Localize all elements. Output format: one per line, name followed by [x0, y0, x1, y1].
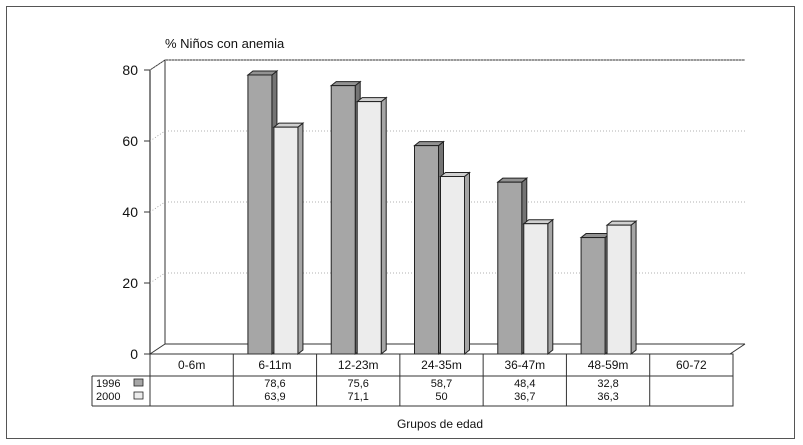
x-axis-label: Grupos de edad: [397, 417, 483, 431]
y-tick-label: 60: [122, 133, 138, 149]
data-label-2000: 50: [435, 391, 447, 403]
bar-top-2000: [439, 172, 471, 177]
bar-side-2000: [630, 220, 637, 356]
bar-top-2000: [355, 97, 388, 103]
grid-line-side: [149, 201, 166, 213]
x-tick-label: 0-6m: [178, 358, 205, 372]
x-tick-label: 60-72: [676, 358, 707, 372]
data-label-2000: 36,3: [597, 391, 618, 403]
data-label-2000: 63,9: [264, 391, 285, 403]
bars: [246, 69, 638, 356]
legend-swatch-1996: [133, 378, 144, 387]
bar-1996-36-47m: [497, 181, 523, 355]
data-label-1996: 58,7: [431, 378, 452, 390]
bar-top-2000: [272, 122, 305, 128]
x-tick-label: 12-23m: [338, 358, 379, 372]
bar-2000-36-47m: [523, 223, 549, 355]
bar-2000-48-59m: [606, 224, 632, 355]
grid-line-side: [149, 130, 166, 142]
y-tick-label: 0: [130, 346, 138, 362]
chart-frame: [6, 6, 795, 439]
bar-1996-48-59m: [580, 237, 606, 355]
bar-top-2000: [522, 219, 555, 225]
x-tick-label: 36-47m: [504, 358, 545, 372]
grid-line-side: [149, 59, 166, 71]
grid-line-side: [149, 272, 166, 284]
data-table: 0-6m 6-11m 12-23m 24-35m 36-47m 48-59m 60-72 19…: [91, 353, 734, 407]
legend-swatch-2000: [133, 391, 144, 400]
y-axis-label: % Niños con anemia: [165, 36, 285, 51]
bar-side-2000: [464, 171, 470, 356]
bar-top-1996: [246, 70, 279, 76]
bar-side-2000: [297, 122, 304, 356]
data-label-2000: 36,7: [514, 391, 535, 403]
bar-side-2000: [380, 96, 387, 356]
floor-right-edge: [729, 343, 746, 355]
x-tick-label: 24-35m: [421, 358, 462, 372]
legend-label-2000: 2000: [96, 391, 120, 403]
bar-1996-6-11m: [247, 74, 273, 355]
y-tick-label: 80: [122, 62, 138, 78]
bar-top-2000: [605, 220, 638, 226]
data-label-1996: 32,8: [597, 378, 618, 390]
bar-top-1996: [496, 177, 529, 183]
x-tick-label: 48-59m: [588, 358, 629, 372]
bar-2000-6-11m: [273, 126, 299, 355]
bar-1996-24-35m: [414, 145, 439, 355]
bar-side-2000: [547, 218, 554, 356]
y-tick-label: 40: [122, 204, 138, 220]
bar-2000-12-23m: [356, 101, 382, 355]
bar-2000-24-35m: [440, 176, 465, 355]
data-label-1996: 78,6: [264, 378, 285, 390]
data-label-1996: 75,6: [348, 378, 369, 390]
bar-top-1996: [329, 81, 362, 87]
bar-top-1996: [413, 141, 445, 147]
data-label-2000: 71,1: [348, 391, 369, 403]
y-axis: 0 20 40 60 80: [122, 62, 150, 362]
bar-1996-12-23m: [330, 85, 356, 355]
y-tick-label: 20: [122, 275, 138, 291]
bar-top-1996: [579, 233, 612, 239]
legend-label-1996: 1996: [96, 378, 120, 390]
table-border: [149, 353, 734, 407]
data-label-1996: 48,4: [514, 378, 535, 390]
x-tick-label: 6-11m: [258, 358, 291, 372]
